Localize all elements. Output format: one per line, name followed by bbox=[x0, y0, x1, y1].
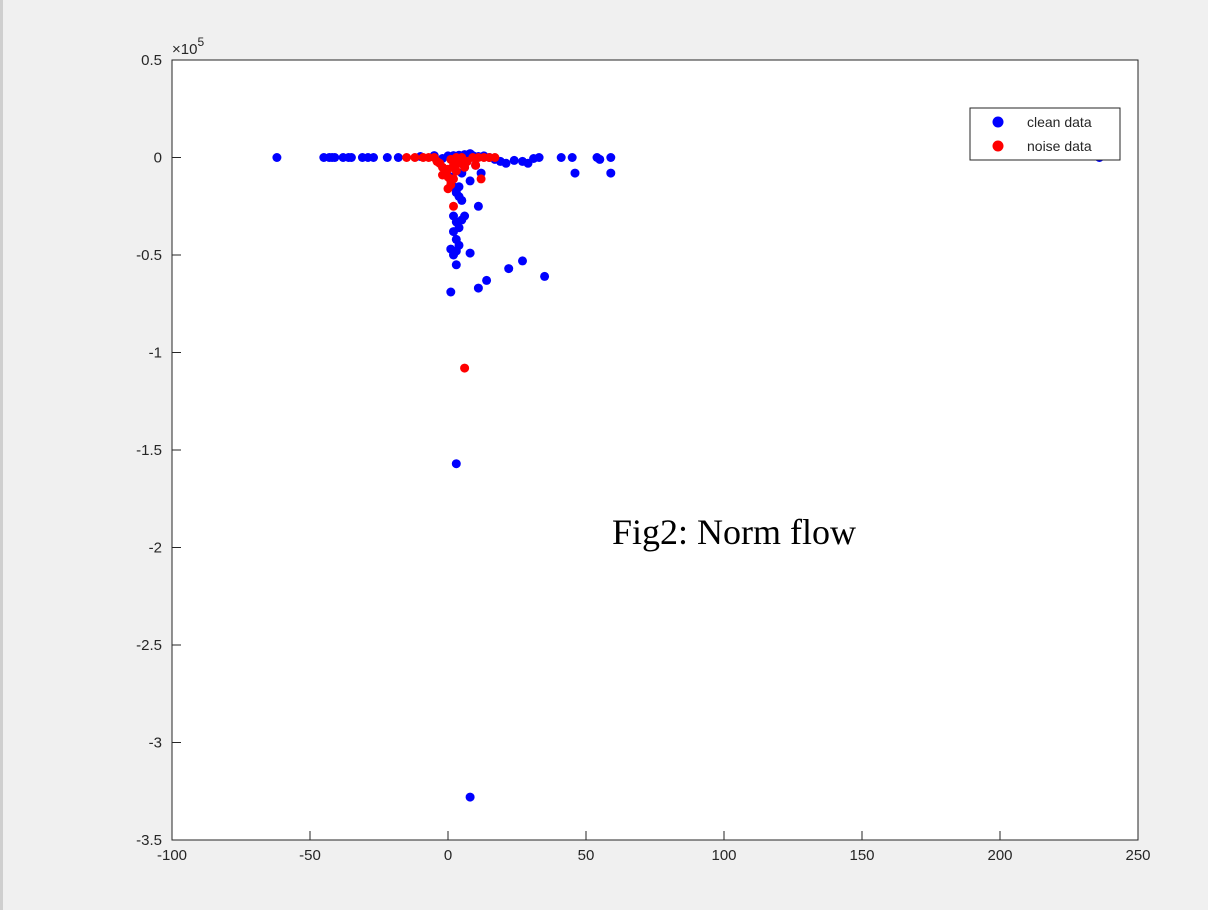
point-clean-data bbox=[449, 250, 458, 260]
legend-box bbox=[969, 107, 1121, 161]
x-tick-labels: -100 -50 0 50 100 150 200 250 bbox=[157, 847, 1151, 864]
point-noise-data bbox=[490, 153, 500, 162]
y-tick-labels: 0.5 0 -0.5 -1 -1.5 -2 -2.5 -3 -3.5 bbox=[136, 52, 162, 849]
y-tick-label: -1 bbox=[149, 345, 162, 362]
point-clean-data bbox=[457, 195, 467, 205]
x-tick-label: 100 bbox=[711, 847, 736, 864]
x-tick-label: 250 bbox=[1125, 847, 1150, 864]
point-noise-data bbox=[410, 153, 420, 162]
y-tick-label: -3 bbox=[149, 735, 162, 752]
point-clean-data bbox=[570, 168, 580, 178]
point-clean-data bbox=[567, 153, 577, 162]
y-tick-label: -2.5 bbox=[136, 637, 162, 654]
point-clean-data bbox=[449, 227, 458, 237]
point-clean-data bbox=[606, 153, 616, 162]
point-clean-data bbox=[606, 168, 616, 178]
legend-marker-clean-data bbox=[992, 116, 1004, 128]
x-tick-label: 200 bbox=[987, 847, 1012, 864]
point-noise-data bbox=[451, 166, 461, 176]
point-clean-data bbox=[504, 264, 514, 274]
point-clean-data bbox=[393, 153, 403, 162]
point-clean-data bbox=[595, 154, 605, 164]
point-clean-data bbox=[451, 260, 461, 270]
point-noise-data bbox=[460, 162, 470, 172]
x-tick-label: 0 bbox=[444, 847, 452, 864]
point-clean-data bbox=[509, 155, 519, 165]
point-clean-data bbox=[501, 158, 511, 168]
point-clean-data bbox=[465, 176, 475, 186]
point-clean-data bbox=[465, 248, 475, 258]
y-tick-label: -0.5 bbox=[136, 247, 162, 264]
x-tick-label: -100 bbox=[157, 847, 187, 864]
window-left-border bbox=[0, 0, 3, 910]
y-tick-label: 0.5 bbox=[141, 52, 162, 69]
point-clean-data bbox=[454, 182, 464, 192]
point-clean-data bbox=[460, 211, 470, 221]
point-clean-data bbox=[518, 256, 527, 266]
x-tick-label: 50 bbox=[578, 847, 595, 864]
point-clean-data bbox=[482, 275, 492, 285]
legend-label-noise-data: noise data bbox=[1027, 138, 1092, 154]
y-tick-label: -1.5 bbox=[136, 442, 162, 459]
point-clean-data bbox=[330, 153, 340, 162]
legend[interactable]: clean data noise data bbox=[969, 107, 1121, 161]
point-clean-data bbox=[272, 153, 282, 162]
point-clean-data bbox=[346, 153, 356, 162]
point-noise-data bbox=[460, 363, 470, 373]
legend-label-clean-data: clean data bbox=[1027, 114, 1092, 130]
x-tick-label: -50 bbox=[299, 847, 321, 864]
point-clean-data bbox=[556, 153, 566, 162]
y-tick-label: -2 bbox=[149, 540, 162, 557]
point-clean-data bbox=[534, 153, 544, 162]
scatter-points bbox=[272, 149, 1104, 802]
plot-area bbox=[171, 59, 1139, 841]
point-clean-data bbox=[473, 283, 483, 293]
point-noise-data bbox=[438, 170, 447, 180]
point-clean-data bbox=[473, 201, 483, 211]
point-noise-data bbox=[443, 184, 453, 194]
axis-ticks bbox=[171, 59, 1139, 841]
point-clean-data bbox=[446, 287, 456, 297]
legend-marker-noise-data bbox=[992, 140, 1004, 152]
point-clean-data bbox=[540, 271, 550, 281]
point-noise-data bbox=[402, 153, 412, 162]
x-tick-label: 150 bbox=[849, 847, 874, 864]
point-noise-data bbox=[471, 160, 481, 170]
point-clean-data bbox=[451, 459, 461, 469]
point-clean-data bbox=[382, 153, 392, 162]
y-exponent-label: ×105 bbox=[172, 35, 204, 58]
point-clean-data bbox=[369, 153, 378, 162]
point-clean-data bbox=[465, 792, 475, 802]
point-noise-data bbox=[449, 201, 458, 211]
y-tick-label: -3.5 bbox=[136, 832, 162, 849]
point-noise-data bbox=[476, 174, 486, 184]
figure-caption: Fig2: Norm flow bbox=[612, 512, 856, 552]
y-tick-label: 0 bbox=[154, 150, 162, 167]
